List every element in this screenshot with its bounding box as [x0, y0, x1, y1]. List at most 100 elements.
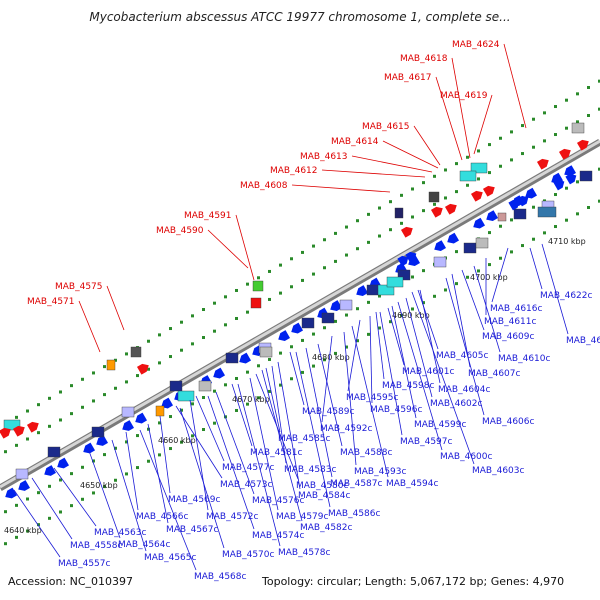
- reverse-gene-block: [397, 269, 411, 281]
- tick-dot: [235, 376, 238, 380]
- cyan-gene: [386, 276, 404, 288]
- green-gene: [252, 280, 264, 292]
- tick-dot: [345, 313, 348, 317]
- reverse-gene-block: [513, 208, 527, 220]
- tick-dot: [70, 504, 73, 508]
- tick-dot: [510, 158, 513, 162]
- leader-line-blue: [215, 391, 255, 495]
- tick-dot: [235, 408, 238, 412]
- tick-dot: [268, 269, 271, 273]
- reverse-gene-block: [463, 242, 477, 254]
- tick-dot: [521, 244, 524, 248]
- leader-line-blue: [445, 277, 485, 416]
- gene-label-blue: MAB_4594c: [386, 479, 439, 489]
- tick-dot: [213, 301, 216, 305]
- gene-label-blue: MAB_4607c: [468, 369, 521, 379]
- tick-dot: [598, 199, 600, 203]
- tick-dot: [466, 155, 469, 159]
- tick-dot: [37, 491, 40, 495]
- tick-dot: [499, 164, 502, 168]
- tick-dot: [26, 437, 29, 441]
- tick-dot: [389, 200, 392, 204]
- tick-dot: [4, 510, 7, 514]
- highlight-gene-arrow: [0, 427, 11, 439]
- tick-dot: [587, 205, 590, 209]
- tick-dot: [301, 338, 304, 342]
- tick-dot: [323, 326, 326, 330]
- gray-gene: [571, 122, 585, 134]
- tick-dot: [279, 383, 282, 387]
- tick-dot: [488, 263, 491, 267]
- leader-line-blue: [265, 367, 281, 433]
- gene-label-blue: MAB_4622c: [540, 291, 593, 301]
- leader-line-blue: [87, 447, 121, 539]
- reverse-gene-arrow-shape: [239, 352, 252, 364]
- tick-dot: [312, 272, 315, 276]
- tick-dot: [169, 355, 172, 359]
- tick-dot: [466, 183, 469, 187]
- tick-dot: [422, 301, 425, 305]
- tick-dot: [246, 370, 249, 374]
- tick-dot: [543, 139, 546, 143]
- reverse-gene-arrow-shape: [291, 322, 304, 334]
- tick-dot: [26, 529, 29, 533]
- highlight-gene-arrow-shape: [136, 363, 149, 375]
- cyan-gene: [177, 390, 195, 402]
- leader-line-blue: [351, 325, 389, 478]
- tick-dot: [400, 193, 403, 197]
- tick-dot: [59, 478, 62, 482]
- leader-line-blue: [529, 247, 543, 290]
- gene-label-blue: MAB_4569c: [168, 495, 221, 505]
- gene-label-red: MAB_4617: [384, 73, 432, 83]
- forward-gene-arrow-shape: [553, 179, 565, 191]
- gene-label-blue: MAB_4598c: [382, 381, 435, 391]
- tick-dot: [191, 314, 194, 318]
- tick-dot: [422, 209, 425, 213]
- tick-dot: [4, 542, 7, 546]
- tick-dot: [246, 282, 249, 286]
- reverse-gene-arrow: [564, 165, 577, 177]
- tick-dot: [169, 327, 172, 331]
- gene-label-red: MAB_4575: [55, 282, 103, 292]
- tick-dot: [411, 215, 414, 219]
- leader-line-red: [451, 57, 471, 159]
- leader-line-blue: [387, 307, 405, 366]
- gene-label-red: MAB_4619: [440, 91, 488, 101]
- highlight-gene-arrow: [444, 203, 457, 215]
- leader-line-blue: [207, 395, 255, 530]
- reverse-gene-arrow-shape: [486, 210, 499, 222]
- tick-dot: [191, 434, 194, 438]
- leader-line-blue: [147, 423, 169, 524]
- leader-line-red: [106, 285, 125, 331]
- tick-dot: [433, 174, 436, 178]
- reverse-gene-arrow: [473, 217, 486, 229]
- leader-line-blue: [411, 291, 475, 465]
- leader-line-red: [235, 214, 255, 281]
- tick-dot: [488, 171, 491, 175]
- tick-dot: [59, 390, 62, 394]
- reverse-gene-arrow: [434, 240, 447, 252]
- leader-line-blue: [261, 369, 303, 522]
- forward-gene-arrow: [553, 179, 565, 191]
- tick-dot: [147, 339, 150, 343]
- steel-gene: [537, 206, 557, 218]
- tick-dot: [235, 316, 238, 320]
- gene-label-blue: MAB_4581c: [250, 448, 303, 458]
- forward-gene-arrow: [508, 199, 520, 211]
- tick-dot: [598, 167, 600, 171]
- leader-line-blue: [305, 347, 333, 478]
- gene-label-blue: MAB_4574c: [252, 531, 305, 541]
- reverse-gene-arrow-shape: [83, 442, 96, 454]
- tick-dot: [213, 329, 216, 333]
- leader-line-red: [382, 140, 439, 169]
- tick-dot: [521, 152, 524, 156]
- tick-dot: [191, 402, 194, 406]
- reverse-gene-arrow-shape: [5, 487, 18, 499]
- tick-dot: [125, 440, 128, 444]
- gene-label-blue: MAB_4597c: [400, 437, 453, 447]
- accession-text: Accession: NC_010397: [8, 575, 134, 588]
- leader-line-red: [291, 184, 391, 193]
- reverse-gene-arrow: [486, 210, 499, 222]
- kbp-tick-label: 4650 kbp: [80, 481, 118, 490]
